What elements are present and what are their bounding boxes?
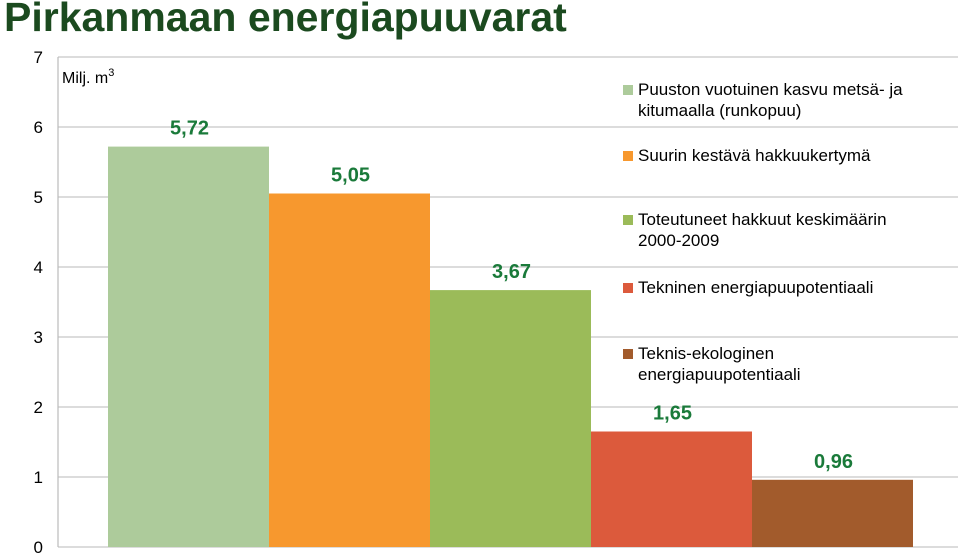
legend-swatch — [623, 349, 633, 359]
legend-label: Puuston vuotuinen kasvu metsä- ja — [638, 80, 903, 99]
bar — [108, 146, 269, 547]
y-axis: 0 1 2 3 4 5 6 7 — [34, 48, 59, 555]
y-axis-unit-label: Milj. m3 — [62, 67, 114, 87]
legend-item: Tekninen energiapuupotentiaali — [623, 278, 873, 297]
data-label: 5,72 — [170, 118, 209, 140]
legend-item: Suurin kestävä hakkuukertymä — [623, 146, 871, 165]
legend-swatch — [623, 151, 633, 161]
legend: Puuston vuotuinen kasvu metsä- ja kitumaa… — [623, 80, 903, 384]
y-tick-label: 6 — [34, 118, 43, 137]
legend-label: 2000-2009 — [638, 231, 719, 250]
y-tick-label: 5 — [34, 188, 43, 207]
bar — [591, 431, 752, 547]
legend-swatch — [623, 283, 633, 293]
legend-label: Tekninen energiapuupotentiaali — [638, 278, 873, 297]
y-tick-label: 1 — [34, 468, 43, 487]
data-label: 0,96 — [814, 451, 853, 473]
legend-item: Toteutuneet hakkuut keskimäärin 2000-2009 — [623, 210, 887, 250]
legend-label: Teknis-ekologinen — [638, 344, 774, 363]
bars — [108, 146, 913, 547]
data-label: 5,05 — [331, 165, 370, 187]
legend-label: energiapuupotentiaali — [638, 365, 801, 384]
legend-swatch — [623, 215, 633, 225]
legend-swatch — [623, 85, 633, 95]
legend-label: kitumaalla (runkopuu) — [638, 101, 801, 120]
bar — [430, 290, 591, 547]
bar — [752, 479, 913, 547]
y-tick-label: 3 — [34, 328, 43, 347]
y-tick-label: 7 — [34, 48, 43, 67]
data-label: 3,67 — [492, 261, 531, 283]
data-label: 1,65 — [653, 403, 692, 425]
legend-label: Suurin kestävä hakkuukertymä — [638, 146, 871, 165]
data-labels: 5,72 5,05 3,67 1,65 0,96 — [170, 118, 853, 473]
legend-label: Toteutuneet hakkuut keskimäärin — [638, 210, 887, 229]
chart-title: Pirkanmaan energiapuuvarat — [4, 0, 567, 40]
legend-item: Puuston vuotuinen kasvu metsä- ja kitumaa… — [623, 80, 903, 120]
y-tick-label: 0 — [34, 538, 43, 555]
y-tick-label: 2 — [34, 398, 43, 417]
y-tick-label: 4 — [34, 258, 43, 277]
legend-item: Teknis-ekologinen energiapuupotentiaali — [623, 344, 801, 384]
bar — [269, 193, 430, 547]
